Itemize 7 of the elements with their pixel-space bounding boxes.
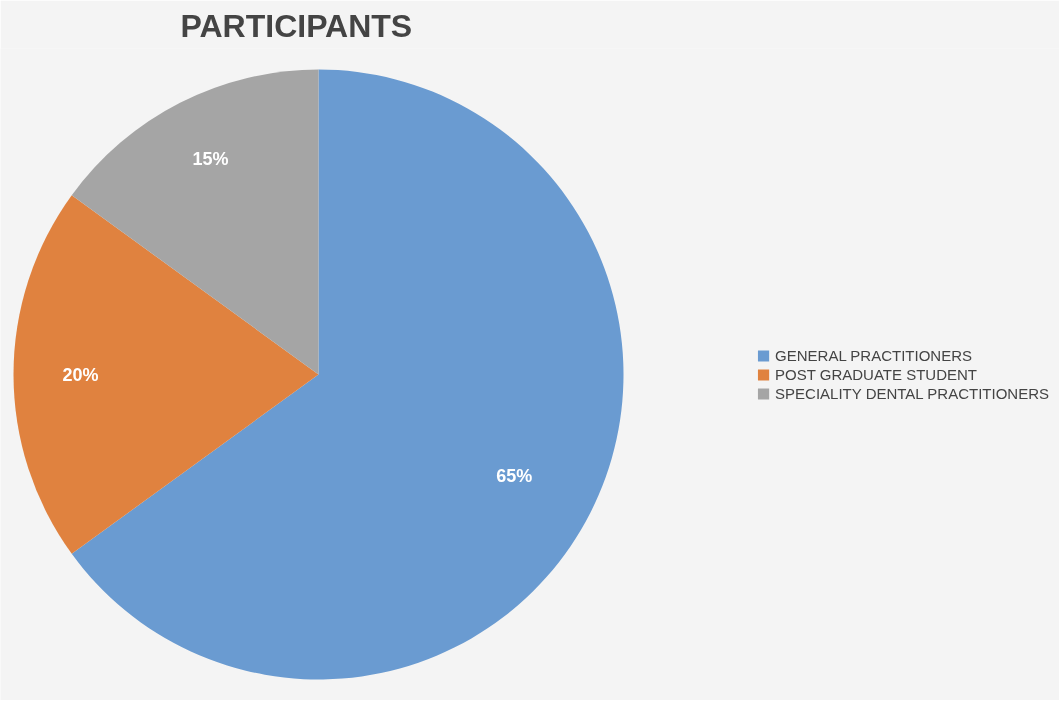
data-label: 15% <box>192 148 229 169</box>
data-label: 20% <box>62 364 99 385</box>
legend-label: POST GRADUATE STUDENT <box>775 365 978 383</box>
legend-label: SPECIALITY DENTAL PRACTITIONERS <box>775 384 1049 402</box>
chart-title: PARTICIPANTS <box>180 7 413 44</box>
data-label: 65% <box>496 466 533 487</box>
legend-label: GENERAL PRACTITIONERS <box>775 346 973 364</box>
